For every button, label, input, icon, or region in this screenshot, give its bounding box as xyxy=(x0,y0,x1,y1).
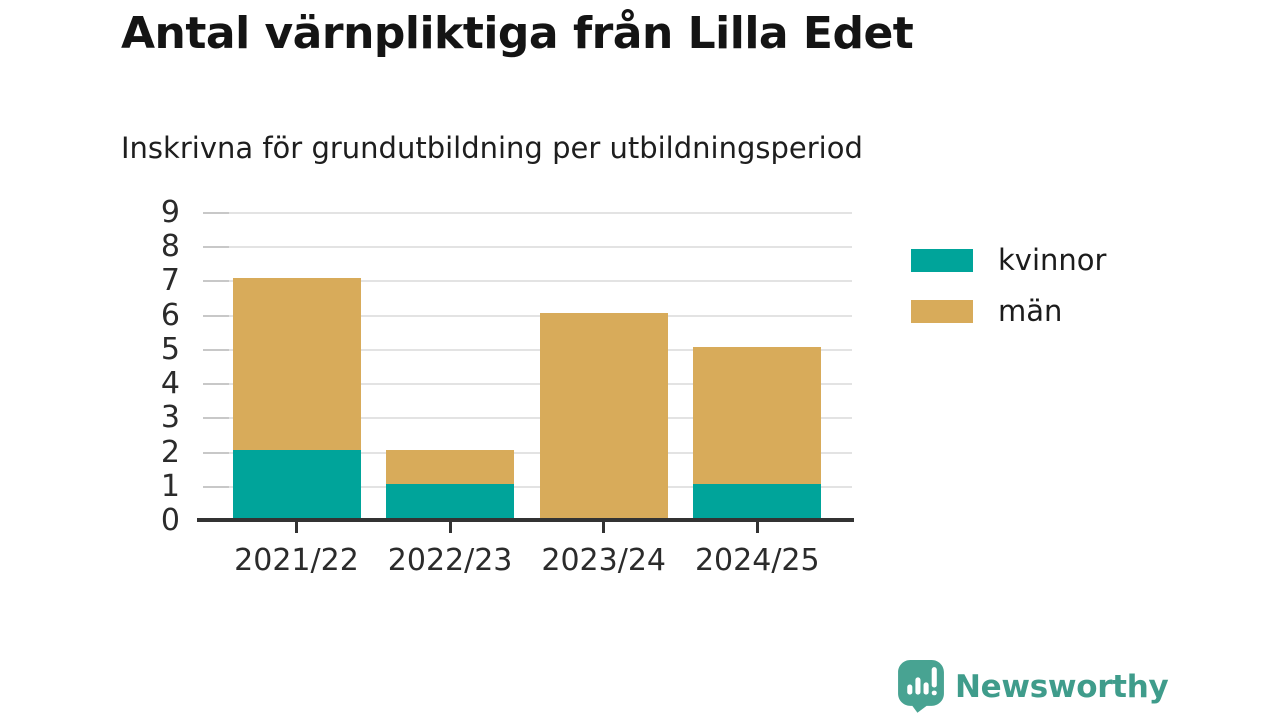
x-tick xyxy=(295,522,298,533)
branding: Newsworthy xyxy=(898,660,1169,713)
legend-swatch-kvinnor xyxy=(911,249,973,272)
bar-segment-män xyxy=(693,346,822,484)
bar-segment-kvinnor xyxy=(232,449,361,518)
y-tick xyxy=(203,417,229,420)
y-tick xyxy=(203,314,229,317)
gridline xyxy=(203,314,852,317)
y-tick xyxy=(203,280,229,283)
y-axis-label: 4 xyxy=(160,366,180,402)
y-tick xyxy=(203,348,229,351)
gridline xyxy=(203,383,852,386)
gridline xyxy=(203,280,852,283)
x-tick xyxy=(755,522,759,533)
x-axis-label: 2023/24 xyxy=(541,543,666,578)
y-axis-label: 5 xyxy=(160,331,180,367)
bar-segment-män xyxy=(386,449,515,484)
legend-item: män xyxy=(911,297,1106,326)
bar-segment-män xyxy=(232,278,361,450)
gridline xyxy=(203,246,852,249)
y-tick xyxy=(203,383,229,386)
y-axis-label: 2 xyxy=(160,434,180,470)
x-axis-label: 2021/22 xyxy=(234,543,359,578)
y-axis-label: 6 xyxy=(160,297,180,333)
bar-segment-kvinnor xyxy=(693,483,822,518)
chart-subtitle: Inskrivna för grundutbildning per utbild… xyxy=(121,131,863,165)
plot-area: 2021/22 2022/23 2023/24 2024/25 xyxy=(197,212,854,578)
chart-title: Antal värnpliktiga från Lilla Edet xyxy=(121,8,914,59)
gridline xyxy=(203,451,852,454)
y-axis-label: 1 xyxy=(160,468,180,504)
bar-segment-kvinnor xyxy=(386,483,515,518)
legend-label: kvinnor xyxy=(998,243,1107,277)
y-tick xyxy=(203,246,229,249)
y-tick xyxy=(203,212,229,214)
legend-label: män xyxy=(998,294,1063,328)
y-axis-label: 8 xyxy=(160,229,180,265)
gridline xyxy=(203,485,852,488)
legend-swatch-män xyxy=(911,300,973,323)
y-axis-label: 7 xyxy=(160,263,180,299)
logo-text: Newsworthy xyxy=(955,668,1169,705)
y-axis-label: 9 xyxy=(160,195,180,230)
gridline xyxy=(203,348,852,351)
gridline xyxy=(203,417,852,420)
x-tick xyxy=(602,522,606,533)
newsworthy-chart-bubble-icon xyxy=(898,660,944,713)
legend: kvinnor män xyxy=(911,246,1106,348)
y-axis-label: 0 xyxy=(160,503,180,538)
x-axis-label: 2024/25 xyxy=(694,543,820,578)
x-tick xyxy=(448,522,452,533)
x-axis-label: 2022/23 xyxy=(387,543,513,578)
legend-item: kvinnor xyxy=(911,246,1106,275)
bar-segment-män xyxy=(539,312,668,518)
gridline xyxy=(203,212,852,214)
y-tick xyxy=(203,485,229,488)
x-axis-line xyxy=(197,518,854,522)
y-axis-label: 3 xyxy=(160,400,180,436)
y-tick xyxy=(203,451,229,454)
